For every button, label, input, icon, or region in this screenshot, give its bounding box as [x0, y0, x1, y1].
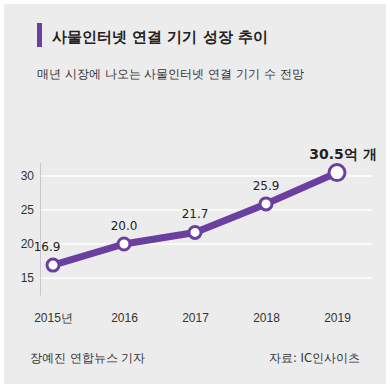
marker — [47, 259, 59, 271]
x-tick-label: 2016 — [111, 311, 138, 325]
byline: 장예진 연합뉴스 기자 — [30, 351, 145, 365]
grid-line — [40, 277, 372, 279]
y-tick: 25 — [21, 203, 40, 217]
data-labels: 16.9 20.0 21.7 25.9 30.5억 개 — [34, 146, 377, 254]
y-tick-label: 20 — [21, 237, 35, 251]
y-tick: 15 — [21, 271, 40, 285]
plot-area — [47, 165, 345, 271]
data-label: 20.0 — [111, 219, 138, 233]
y-tick-label: 30 — [21, 169, 35, 183]
title: 사물인터넷 연결 기기 성장 추이 — [52, 28, 268, 46]
y-axis: 15 20 25 30 — [21, 163, 41, 296]
data-label: 21.7 — [182, 207, 209, 221]
line — [53, 173, 337, 265]
grid-line — [40, 243, 372, 245]
y-tick: 30 — [21, 169, 40, 183]
x-tick: 2018 — [253, 311, 280, 325]
data-label: 16.9 — [34, 240, 61, 254]
x-tick-label: 2015년 — [34, 311, 73, 325]
background — [4, 4, 386, 384]
data-label: 25.9 — [253, 179, 280, 193]
x-axis: 2015년 2016 2017 2018 2019 — [34, 311, 351, 325]
y-tick-label: 15 — [21, 271, 35, 285]
title-accent — [37, 23, 42, 47]
x-tick: 2019 — [324, 311, 351, 325]
x-tick-label: 2019 — [324, 311, 351, 325]
x-tick-label: 2018 — [253, 311, 280, 325]
marker — [260, 198, 272, 210]
marker — [329, 165, 345, 181]
x-tick: 2016 — [111, 311, 138, 325]
marker — [118, 238, 130, 250]
x-tick: 2017 — [182, 311, 209, 325]
chart: 사물인터넷 연결 기기 성장 추이매년 시장에 나오는 사물인터넷 연결 기기 … — [0, 0, 390, 388]
x-tick-label: 2017 — [182, 311, 209, 325]
y-tick-label: 25 — [21, 203, 35, 217]
x-tick: 2015년 — [34, 311, 73, 325]
subtitle: 매년 시장에 나오는 사물인터넷 연결 기기 수 전망 — [37, 67, 304, 81]
source: 자료: IC인사이츠 — [269, 351, 360, 365]
y-axis-line — [40, 163, 41, 296]
marker — [189, 226, 201, 238]
data-label: 30.5억 개 — [309, 146, 376, 162]
